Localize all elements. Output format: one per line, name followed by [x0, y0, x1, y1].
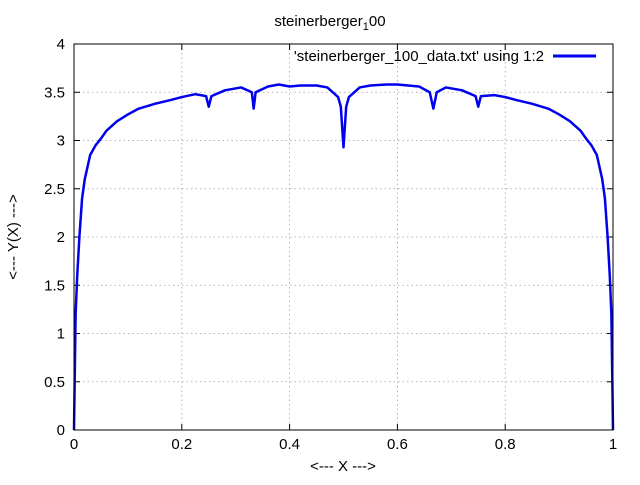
x-axis-label: <--- X ---> — [310, 458, 376, 475]
axis-ticks: 0 0.2 0.4 0.6 0.8 1 0 0.5 1 1.5 2 2.5 3 3.5 4 — [44, 36, 617, 453]
y-tick-label: 3 — [57, 133, 65, 150]
x-tick-label: 1 — [609, 436, 617, 453]
y-axis-label: <--- Y(X) ---> — [5, 194, 22, 280]
y-tick-label: 1 — [57, 326, 65, 343]
y-tick-label: 2.5 — [44, 181, 65, 198]
y-tick-label: 0 — [57, 422, 65, 439]
y-tick-label: 0.5 — [44, 374, 65, 391]
x-tick-label: 0.8 — [495, 436, 516, 453]
legend: 'steinerberger_100_data.txt' using 1:2 — [294, 48, 596, 65]
x-tick-label: 0.4 — [279, 436, 300, 453]
y-tick-label: 1.5 — [44, 277, 65, 294]
y-tick-label: 3.5 — [44, 84, 65, 101]
y-tick-label: 2 — [57, 229, 65, 246]
x-tick-label: 0.6 — [387, 436, 408, 453]
series-line — [72, 83, 615, 431]
x-tick-label: 0 — [70, 436, 78, 453]
chart-title: steinerberger100 — [274, 13, 385, 33]
grid — [74, 44, 613, 430]
x-tick-label: 0.2 — [171, 436, 192, 453]
plot-frame — [73, 43, 614, 431]
legend-label: 'steinerberger_100_data.txt' using 1:2 — [294, 48, 544, 65]
y-tick-label: 4 — [57, 36, 65, 53]
series-layer — [72, 83, 615, 431]
